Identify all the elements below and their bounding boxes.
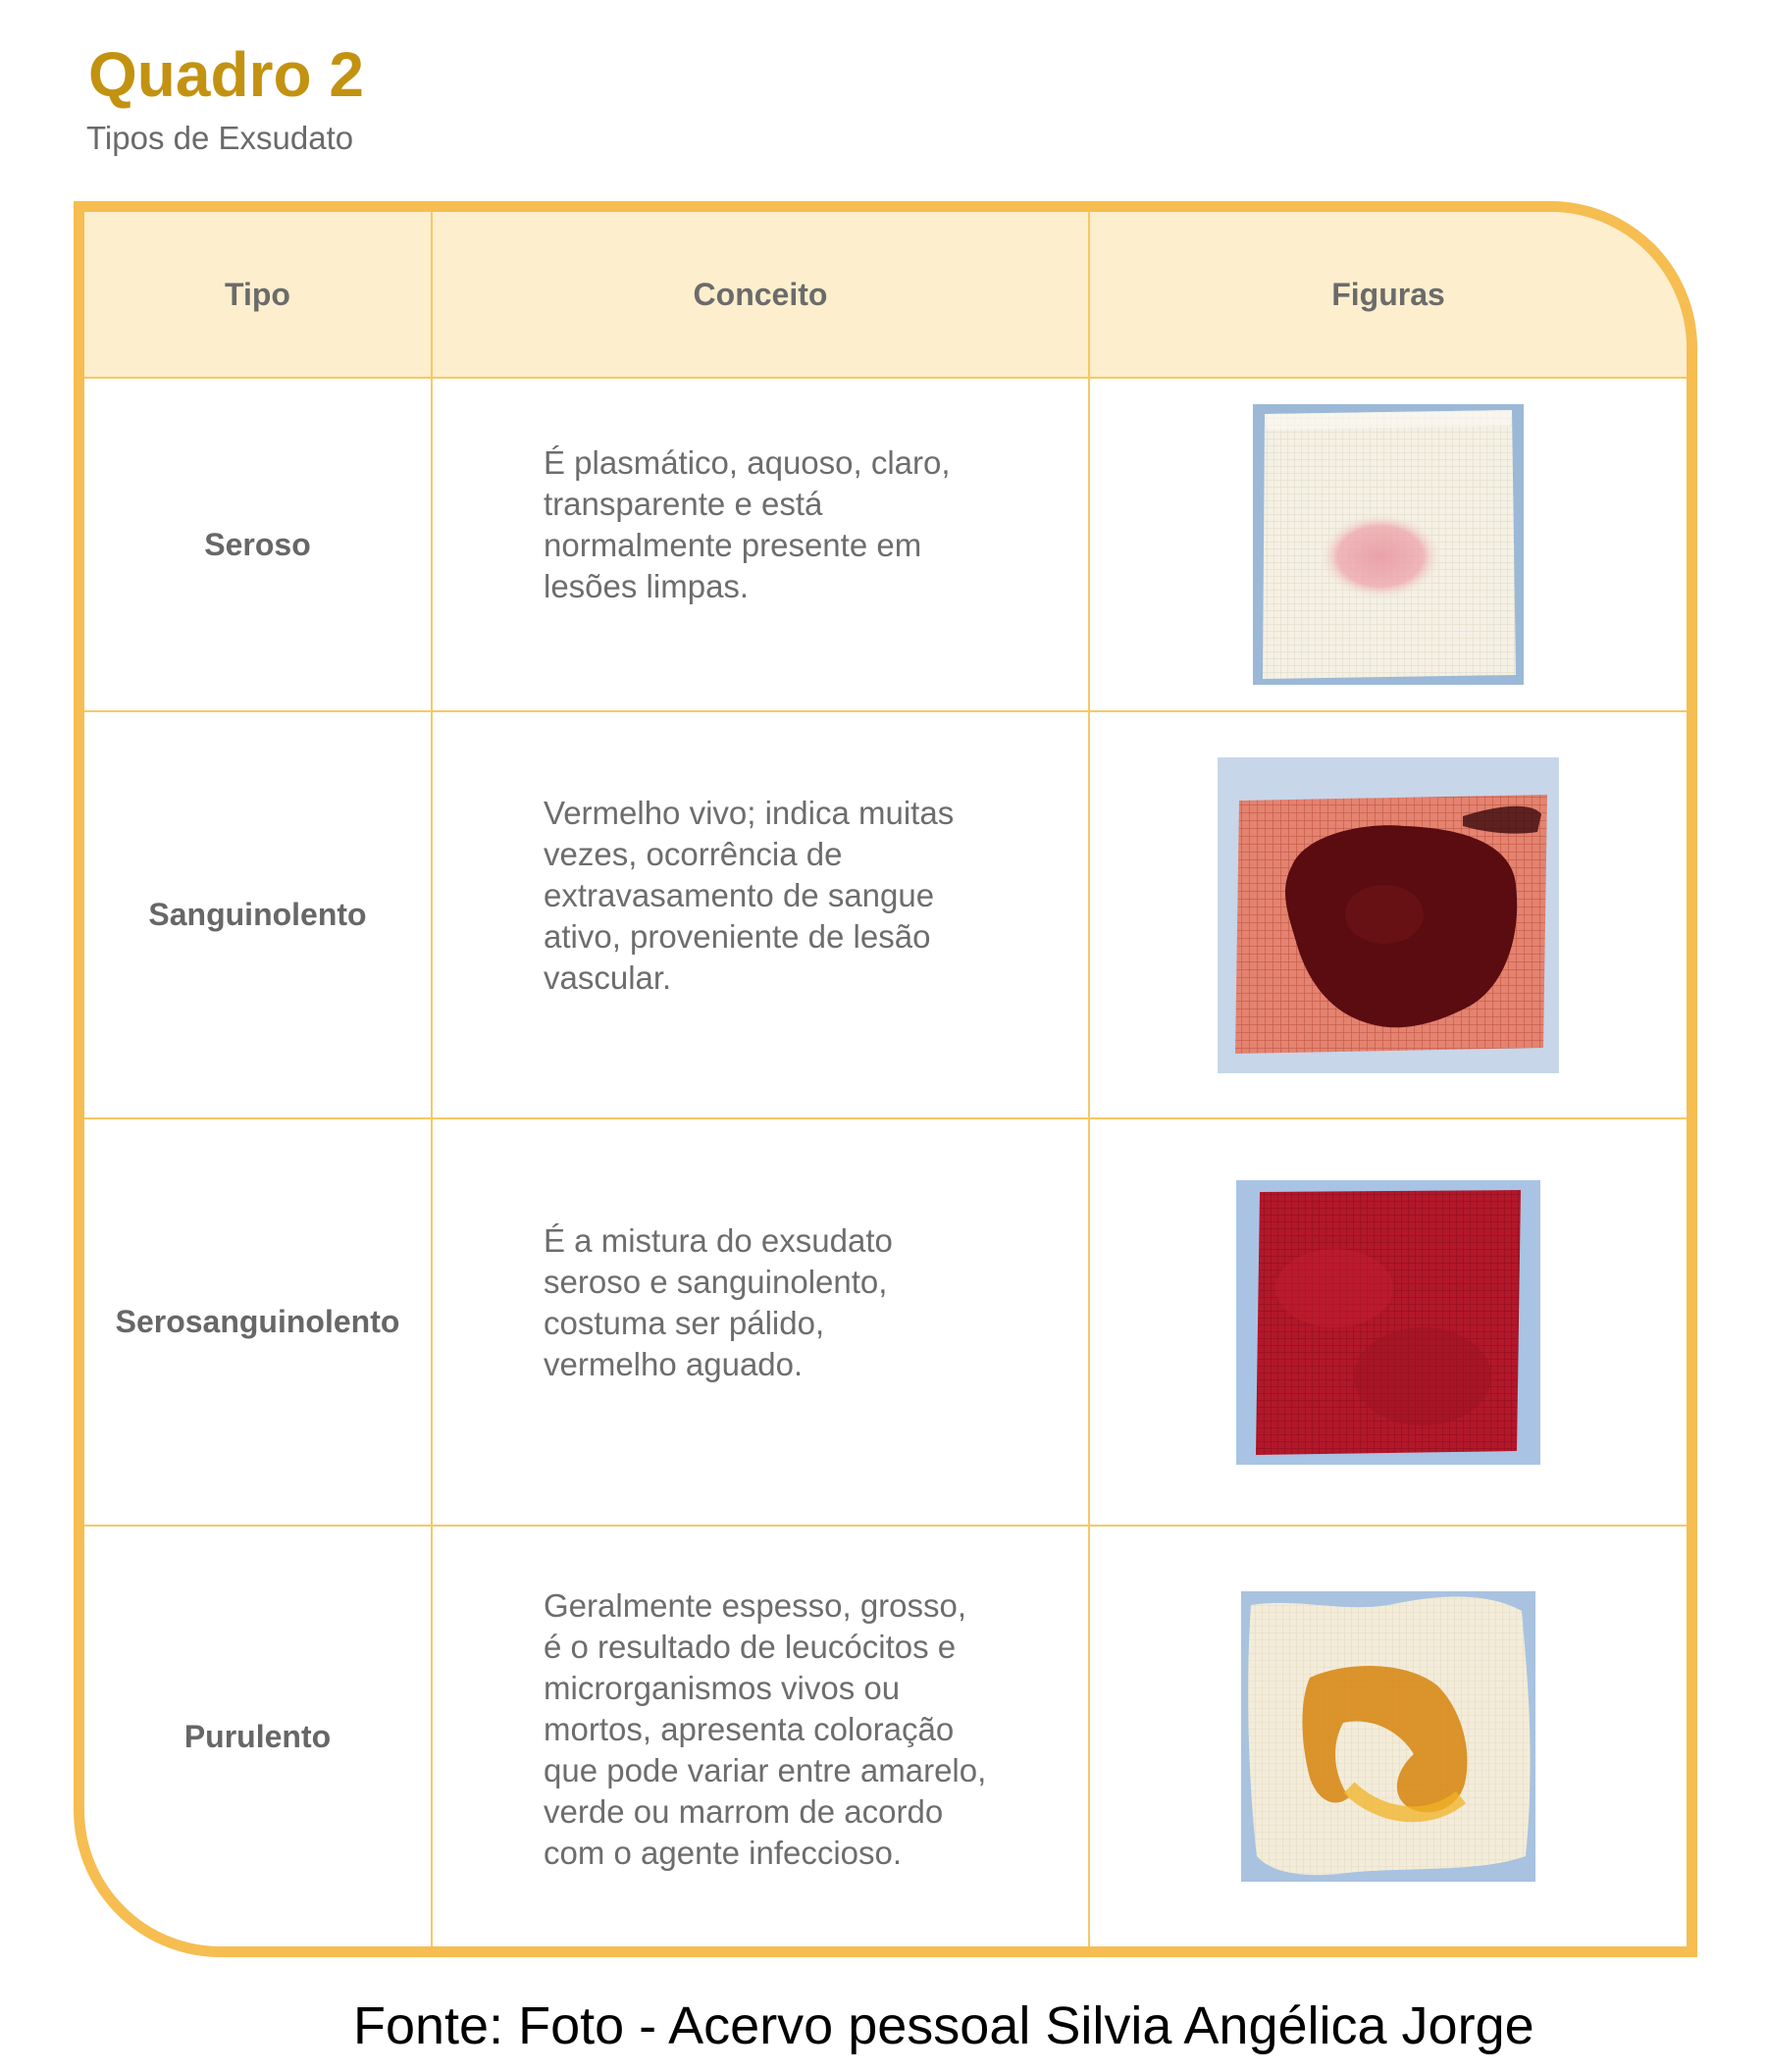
figura-cell (1088, 1525, 1687, 1946)
table-header-row: Tipo Conceito Figuras (84, 212, 1687, 379)
table-row: Serosanguinolento É a mistura do exsudat… (84, 1117, 1687, 1527)
gauze-yellow-pus-stain-image (1241, 1591, 1535, 1882)
tipo-cell: Sanguinolento (84, 710, 433, 1119)
table-row: Sanguinolento Vermelho vivo; indica muit… (84, 710, 1687, 1119)
figura-cell (1088, 377, 1687, 712)
column-header-figuras: Figuras (1088, 212, 1687, 379)
conceito-cell: Geralmente espesso, grosso, é o resultad… (431, 1525, 1090, 1946)
column-header-tipo: Tipo (84, 212, 433, 379)
exsudato-table-frame: Tipo Conceito Figuras Seroso É plasmátic… (74, 201, 1697, 1957)
column-header-conceito: Conceito (431, 212, 1090, 379)
tipo-cell: Seroso (84, 377, 433, 712)
figura-cell (1088, 710, 1687, 1119)
figura-cell (1088, 1117, 1687, 1527)
exsudato-table: Tipo Conceito Figuras Seroso É plasmátic… (84, 212, 1687, 1946)
table-row: Seroso É plasmático, aquoso, claro, tran… (84, 377, 1687, 712)
page-subtitle: Tipos de Exsudato (86, 120, 354, 156)
source-caption: Fonte: Foto - Acervo pessoal Silvia Angé… (353, 1996, 1534, 2055)
conceito-cell: É a mistura do exsudato seroso e sanguin… (431, 1117, 1090, 1527)
page-title: Quadro 2 (88, 39, 364, 110)
conceito-cell: É plasmático, aquoso, claro, transparent… (431, 377, 1090, 712)
gauze-red-soaked-image (1236, 1179, 1540, 1465)
conceito-cell: Vermelho vivo; indica muitas vezes, ocor… (431, 710, 1090, 1119)
gauze-dark-blood-stain-image (1218, 756, 1559, 1073)
tipo-cell: Purulento (84, 1525, 433, 1946)
table-row: Purulento Geralmente espesso, grosso, é … (84, 1525, 1687, 1946)
tipo-cell: Serosanguinolento (84, 1117, 433, 1527)
gauze-light-pink-stain-image (1253, 404, 1524, 685)
